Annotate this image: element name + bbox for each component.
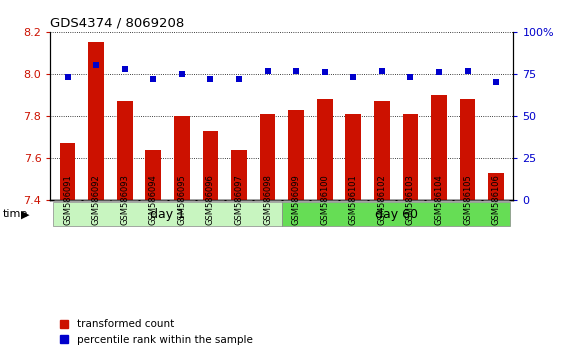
Text: ▶: ▶	[21, 209, 30, 219]
Bar	[231, 150, 247, 200]
Point	[206, 76, 215, 82]
Bar	[145, 150, 161, 200]
Bar	[488, 173, 504, 200]
Point	[406, 74, 415, 80]
Bar	[346, 114, 361, 200]
Point	[349, 74, 358, 80]
Text: GSM586096: GSM586096	[206, 175, 215, 225]
Text: GSM586100: GSM586100	[320, 175, 329, 225]
Text: GSM586098: GSM586098	[263, 175, 272, 225]
Point	[292, 68, 301, 73]
Text: GSM586102: GSM586102	[378, 175, 387, 225]
Bar	[288, 110, 304, 200]
Text: GSM586093: GSM586093	[120, 175, 129, 225]
Point	[63, 74, 72, 80]
Text: GDS4374 / 8069208: GDS4374 / 8069208	[50, 16, 185, 29]
Text: GSM586092: GSM586092	[91, 175, 101, 225]
Point	[263, 68, 272, 73]
Point	[435, 69, 444, 75]
Bar	[374, 101, 390, 200]
Point	[320, 69, 329, 75]
Text: GSM586105: GSM586105	[463, 175, 472, 225]
Legend: transformed count, percentile rank within the sample: transformed count, percentile rank withi…	[56, 315, 256, 349]
Point	[378, 68, 387, 73]
Text: GSM586097: GSM586097	[234, 175, 243, 225]
Point	[120, 66, 129, 72]
Point	[149, 76, 158, 82]
Text: day 60: day 60	[375, 208, 418, 221]
Bar	[403, 114, 419, 200]
Point	[463, 68, 472, 73]
FancyBboxPatch shape	[282, 202, 511, 226]
Bar	[88, 42, 104, 200]
Point	[91, 63, 100, 68]
Bar	[260, 114, 275, 200]
Bar	[317, 99, 333, 200]
Bar	[460, 99, 476, 200]
Text: GSM586101: GSM586101	[349, 175, 358, 225]
Text: GSM586104: GSM586104	[435, 175, 444, 225]
Text: day 1: day 1	[150, 208, 185, 221]
Text: GSM586091: GSM586091	[63, 175, 72, 225]
Bar	[174, 116, 190, 200]
Text: GSM586103: GSM586103	[406, 175, 415, 225]
Text: time: time	[3, 209, 28, 219]
FancyBboxPatch shape	[53, 202, 282, 226]
Bar	[203, 131, 218, 200]
Point	[491, 80, 500, 85]
Text: GSM586099: GSM586099	[292, 175, 301, 225]
Bar	[60, 143, 76, 200]
Text: GSM586095: GSM586095	[177, 175, 186, 225]
Point	[177, 71, 186, 77]
Point	[234, 76, 243, 82]
Bar	[117, 101, 132, 200]
Bar	[431, 95, 447, 200]
Text: GSM586106: GSM586106	[491, 175, 500, 225]
Text: GSM586094: GSM586094	[149, 175, 158, 225]
